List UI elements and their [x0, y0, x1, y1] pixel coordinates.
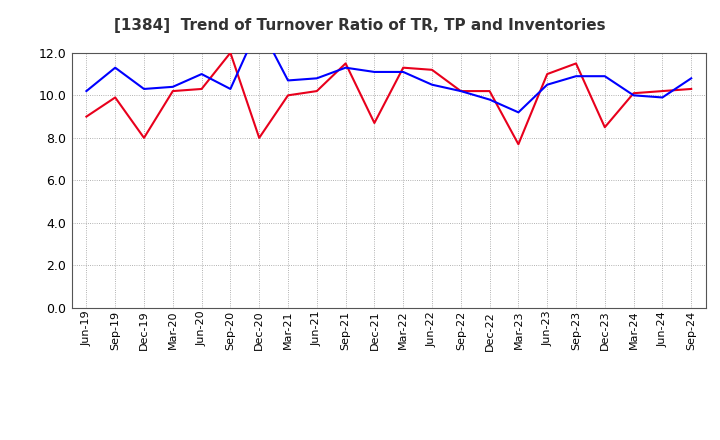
- Trade Payables: [312, 76, 321, 81]
- Trade Payables: [168, 84, 177, 89]
- Trade Payables: [629, 93, 638, 98]
- Trade Payables: [658, 95, 667, 100]
- Trade Receivables: [572, 61, 580, 66]
- Trade Receivables: [514, 142, 523, 147]
- Trade Payables: [140, 86, 148, 92]
- Trade Payables: [543, 82, 552, 87]
- Trade Payables: [284, 78, 292, 83]
- Trade Payables: [600, 73, 609, 79]
- Trade Receivables: [284, 93, 292, 98]
- Trade Payables: [226, 86, 235, 92]
- Trade Receivables: [82, 114, 91, 119]
- Trade Receivables: [600, 125, 609, 130]
- Trade Receivables: [485, 88, 494, 94]
- Trade Receivables: [111, 95, 120, 100]
- Trade Receivables: [140, 135, 148, 140]
- Trade Payables: [399, 69, 408, 74]
- Trade Receivables: [341, 61, 350, 66]
- Trade Payables: [514, 110, 523, 115]
- Trade Receivables: [197, 86, 206, 92]
- Trade Receivables: [312, 88, 321, 94]
- Trade Receivables: [399, 65, 408, 70]
- Trade Receivables: [456, 88, 465, 94]
- Trade Receivables: [370, 121, 379, 126]
- Trade Payables: [255, 22, 264, 28]
- Line: Trade Receivables: Trade Receivables: [86, 53, 691, 144]
- Line: Trade Payables: Trade Payables: [86, 25, 691, 112]
- Trade Payables: [82, 88, 91, 94]
- Trade Payables: [428, 82, 436, 87]
- Trade Receivables: [629, 91, 638, 96]
- Trade Payables: [572, 73, 580, 79]
- Trade Payables: [197, 71, 206, 77]
- Trade Payables: [341, 65, 350, 70]
- Trade Receivables: [543, 71, 552, 77]
- Trade Payables: [456, 88, 465, 94]
- Text: [1384]  Trend of Turnover Ratio of TR, TP and Inventories: [1384] Trend of Turnover Ratio of TR, TP…: [114, 18, 606, 33]
- Trade Receivables: [687, 86, 696, 92]
- Trade Receivables: [428, 67, 436, 73]
- Trade Payables: [111, 65, 120, 70]
- Trade Receivables: [255, 135, 264, 140]
- Trade Payables: [485, 97, 494, 102]
- Trade Receivables: [168, 88, 177, 94]
- Trade Payables: [370, 69, 379, 74]
- Trade Receivables: [658, 88, 667, 94]
- Trade Receivables: [226, 50, 235, 55]
- Trade Payables: [687, 76, 696, 81]
